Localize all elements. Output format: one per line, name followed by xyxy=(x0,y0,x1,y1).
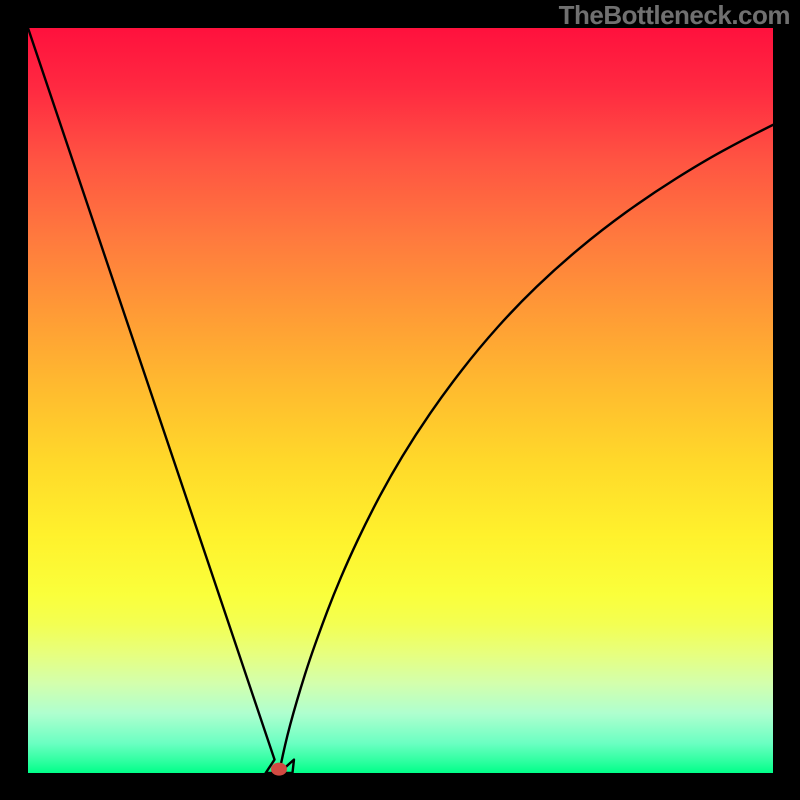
minimum-marker xyxy=(271,763,287,776)
watermark-text: TheBottleneck.com xyxy=(559,0,790,31)
gradient-background xyxy=(28,28,773,773)
chart-container: TheBottleneck.com xyxy=(0,0,800,800)
plot-area xyxy=(28,28,773,773)
